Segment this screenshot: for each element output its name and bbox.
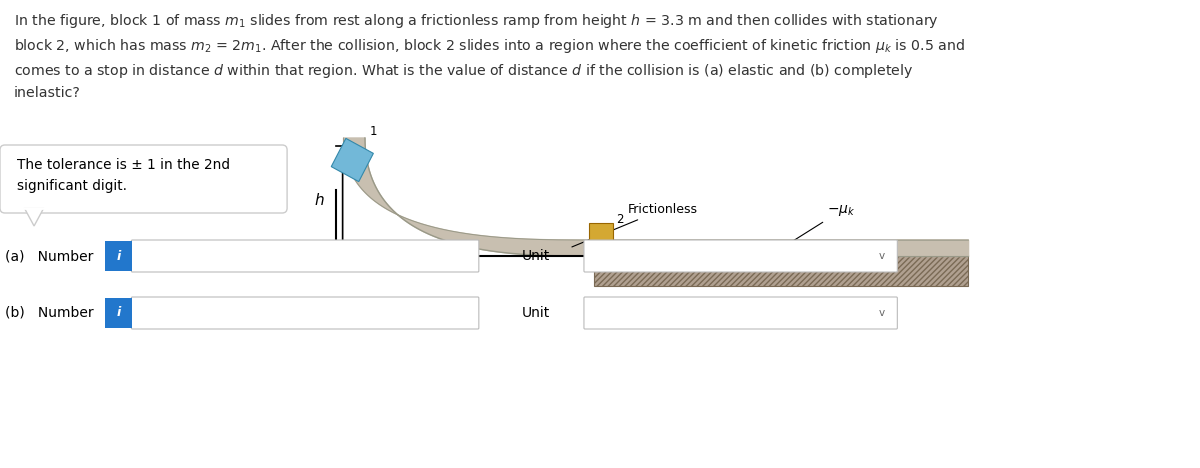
FancyBboxPatch shape xyxy=(131,297,479,329)
FancyBboxPatch shape xyxy=(131,240,479,272)
Polygon shape xyxy=(331,139,373,182)
FancyBboxPatch shape xyxy=(0,145,287,213)
Polygon shape xyxy=(24,208,43,226)
Text: (a)   Number: (a) Number xyxy=(5,249,94,263)
Text: Unit: Unit xyxy=(522,249,550,263)
Polygon shape xyxy=(594,240,968,256)
FancyBboxPatch shape xyxy=(584,240,898,272)
FancyBboxPatch shape xyxy=(106,241,132,271)
Bar xyxy=(589,223,613,256)
Text: v: v xyxy=(878,251,884,261)
Bar xyxy=(594,256,968,286)
Text: In the figure, block 1 of mass $m_1$ slides from rest along a frictionless ramp : In the figure, block 1 of mass $m_1$ sli… xyxy=(14,12,965,100)
Text: Frictionless: Frictionless xyxy=(572,203,697,247)
Text: 2: 2 xyxy=(616,213,624,226)
FancyBboxPatch shape xyxy=(106,298,132,328)
Text: 1: 1 xyxy=(370,125,378,138)
Text: (b)   Number: (b) Number xyxy=(5,306,94,320)
Text: $-\mu_k$: $-\mu_k$ xyxy=(781,203,856,249)
Text: Unit: Unit xyxy=(522,306,550,320)
Text: The tolerance is ± 1 in the 2nd
significant digit.: The tolerance is ± 1 in the 2nd signific… xyxy=(17,158,229,193)
Polygon shape xyxy=(343,138,968,256)
FancyBboxPatch shape xyxy=(584,297,898,329)
Text: i: i xyxy=(116,307,121,320)
Text: $h$: $h$ xyxy=(314,192,325,208)
Text: i: i xyxy=(116,249,121,263)
Text: v: v xyxy=(878,308,884,318)
